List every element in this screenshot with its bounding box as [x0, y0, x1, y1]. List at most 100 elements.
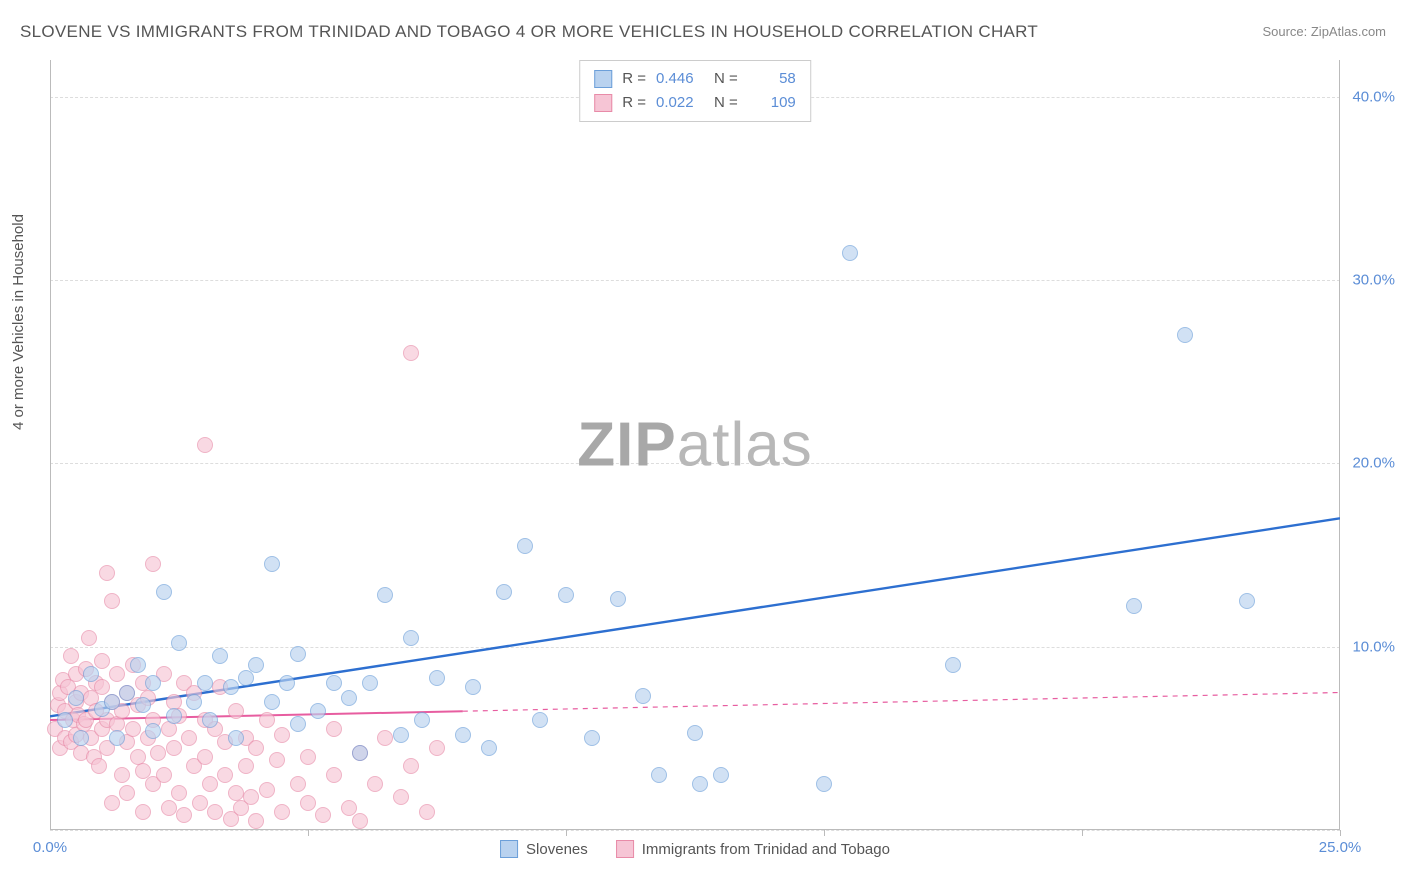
data-point	[414, 712, 430, 728]
data-point	[945, 657, 961, 673]
data-point	[362, 675, 378, 691]
y-tick-label: 20.0%	[1352, 455, 1395, 472]
data-point	[202, 712, 218, 728]
swatch-series2	[594, 94, 612, 112]
x-tick-mark	[1082, 830, 1083, 836]
scatter-plot: ZIPatlas R = 0.446 N = 58 R = 0.022 N = …	[50, 60, 1340, 830]
chart-title: SLOVENE VS IMMIGRANTS FROM TRINIDAD AND …	[20, 22, 1038, 42]
data-point	[186, 694, 202, 710]
data-point	[99, 565, 115, 581]
data-point	[166, 694, 182, 710]
data-point	[68, 690, 84, 706]
data-point	[403, 758, 419, 774]
data-point	[274, 727, 290, 743]
bottom-legend: Slovenes Immigrants from Trinidad and To…	[500, 840, 890, 858]
x-axis-line	[50, 829, 1340, 830]
data-point	[166, 740, 182, 756]
data-point	[217, 767, 233, 783]
data-point	[248, 740, 264, 756]
data-point	[228, 703, 244, 719]
stats-r-value-2: 0.022	[656, 91, 704, 115]
stats-r-value-1: 0.446	[656, 67, 704, 91]
data-point	[223, 679, 239, 695]
data-point	[125, 721, 141, 737]
data-point	[197, 675, 213, 691]
trend-lines	[50, 60, 1340, 830]
swatch-series1	[594, 70, 612, 88]
watermark-rest: atlas	[677, 411, 813, 480]
data-point	[377, 587, 393, 603]
data-point	[393, 789, 409, 805]
source-attribution: Source: ZipAtlas.com	[1262, 24, 1386, 39]
data-point	[274, 804, 290, 820]
watermark-bold: ZIP	[577, 411, 676, 480]
stats-n-label: N =	[714, 91, 738, 115]
data-point	[145, 675, 161, 691]
data-point	[202, 776, 218, 792]
stats-n-label: N =	[714, 67, 738, 91]
data-point	[264, 556, 280, 572]
gridline	[50, 647, 1340, 648]
stats-n-value-2: 109	[748, 91, 796, 115]
stats-r-label: R =	[622, 91, 646, 115]
data-point	[181, 730, 197, 746]
data-point	[176, 807, 192, 823]
data-point	[197, 437, 213, 453]
data-point	[248, 657, 264, 673]
stats-r-label: R =	[622, 67, 646, 91]
data-point	[228, 785, 244, 801]
data-point	[326, 721, 342, 737]
gridline	[50, 280, 1340, 281]
y-axis-line	[50, 60, 51, 830]
data-point	[532, 712, 548, 728]
data-point	[109, 730, 125, 746]
data-point	[119, 785, 135, 801]
gridline	[50, 463, 1340, 464]
data-point	[393, 727, 409, 743]
legend-label-2: Immigrants from Trinidad and Tobago	[642, 841, 890, 858]
data-point	[517, 538, 533, 554]
legend-label-1: Slovenes	[526, 841, 588, 858]
data-point	[248, 813, 264, 829]
data-point	[455, 727, 471, 743]
data-point	[326, 767, 342, 783]
data-point	[713, 767, 729, 783]
data-point	[377, 730, 393, 746]
data-point	[1126, 598, 1142, 614]
data-point	[269, 752, 285, 768]
data-point	[367, 776, 383, 792]
stats-row-series2: R = 0.022 N = 109	[594, 91, 796, 115]
data-point	[104, 694, 120, 710]
data-point	[259, 712, 275, 728]
watermark: ZIPatlas	[577, 410, 812, 481]
data-point	[310, 703, 326, 719]
x-tick-mark	[308, 830, 309, 836]
x-tick-label: 25.0%	[1319, 839, 1362, 856]
data-point	[635, 688, 651, 704]
data-point	[290, 776, 306, 792]
data-point	[238, 670, 254, 686]
data-point	[264, 694, 280, 710]
data-point	[94, 679, 110, 695]
y-tick-label: 30.0%	[1352, 272, 1395, 289]
data-point	[73, 730, 89, 746]
legend-swatch-2	[616, 840, 634, 858]
data-point	[109, 666, 125, 682]
data-point	[150, 745, 166, 761]
data-point	[104, 593, 120, 609]
data-point	[114, 767, 130, 783]
data-point	[403, 630, 419, 646]
data-point	[83, 666, 99, 682]
data-point	[419, 804, 435, 820]
data-point	[352, 813, 368, 829]
legend-swatch-1	[500, 840, 518, 858]
y-tick-label: 10.0%	[1352, 638, 1395, 655]
data-point	[315, 807, 331, 823]
data-point	[403, 345, 419, 361]
data-point	[429, 670, 445, 686]
stats-n-value-1: 58	[748, 67, 796, 91]
data-point	[207, 804, 223, 820]
data-point	[259, 782, 275, 798]
data-point	[145, 723, 161, 739]
y-tick-label: 40.0%	[1352, 88, 1395, 105]
